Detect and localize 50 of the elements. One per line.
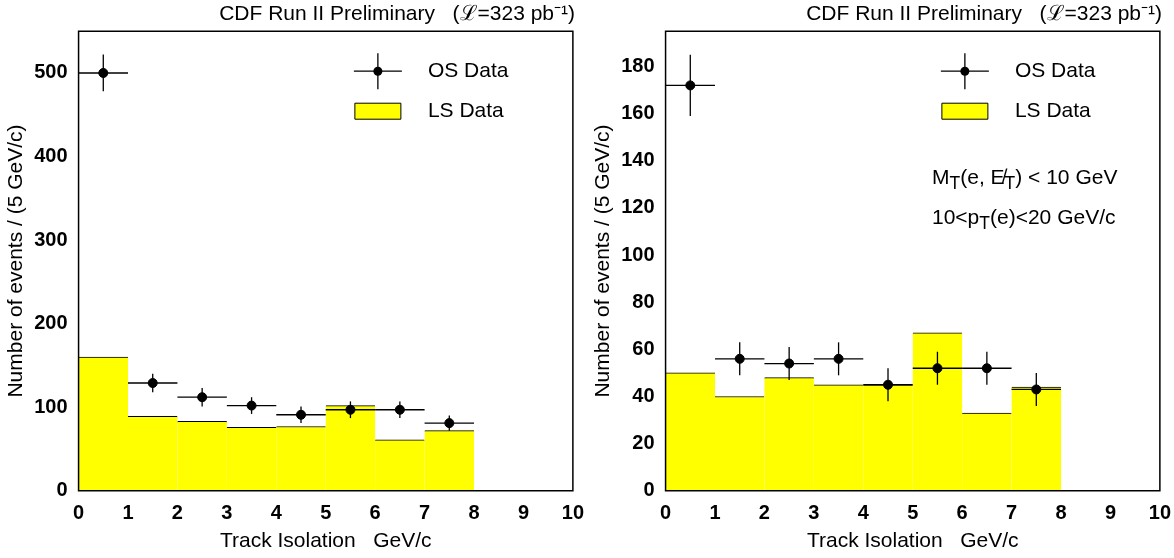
x-tick-label: 2 <box>171 501 183 524</box>
x-tick-label: 2 <box>758 501 770 524</box>
x-tick-label: 9 <box>1104 501 1117 524</box>
x-tick-label: 1 <box>122 501 134 524</box>
annotation: 10<p$_{T}$(e)<20 GeV/c <box>932 205 1116 235</box>
x-tick-label: 1 <box>709 501 721 524</box>
x-axis-title: Track Isolation GeV/c <box>219 528 432 552</box>
x-tick-label: 5 <box>907 501 919 524</box>
x-tick-label: 7 <box>1006 501 1018 524</box>
y-tick-label: 100 <box>34 394 68 417</box>
x-tick-label: 4 <box>270 501 283 524</box>
y-tick-label: 400 <box>34 144 68 167</box>
x-tick-label: 0 <box>73 501 85 524</box>
legend-label: OS Data <box>1014 58 1096 81</box>
y-tick-label: 300 <box>34 227 68 250</box>
y-tick-label: 0 <box>643 478 655 501</box>
x-tick-label: 7 <box>419 501 431 524</box>
x-tick-label: 10 <box>561 501 584 524</box>
y-tick-label: 500 <box>34 60 68 83</box>
y-tick-label: 180 <box>621 54 655 77</box>
legend-label: LS Data <box>1014 98 1092 121</box>
legend-label: OS Data <box>427 58 509 81</box>
y-tick-label: 20 <box>632 431 655 454</box>
chart-title: CDF Run II Preliminary (ℒ=323 pb⁻¹) <box>806 1 1162 25</box>
x-tick-label: 6 <box>956 501 968 524</box>
x-tick-label: 6 <box>369 501 381 524</box>
y-tick-label: 60 <box>632 336 655 359</box>
y-tick-label: 140 <box>621 148 655 171</box>
y-tick-label: 80 <box>632 289 655 312</box>
chart-title: CDF Run II Preliminary (ℒ=323 pb⁻¹) <box>219 1 575 25</box>
y-tick-label: 200 <box>34 311 68 334</box>
x-tick-label: 3 <box>221 501 233 524</box>
x-tick-label: 0 <box>660 501 672 524</box>
y-tick-label: 0 <box>56 478 68 501</box>
y-axis-title: Number of events / (5 GeV/c) <box>590 124 614 398</box>
legend-label: LS Data <box>427 98 505 121</box>
x-tick-label: 9 <box>517 501 530 524</box>
x-tick-label: 8 <box>1055 501 1067 524</box>
x-tick-label: 4 <box>857 501 870 524</box>
y-tick-label: 40 <box>632 384 655 407</box>
x-axis-title: Track Isolation GeV/c <box>806 528 1019 552</box>
x-tick-label: 5 <box>320 501 332 524</box>
y-tick-label: 100 <box>621 242 655 265</box>
y-axis-title: Number of events / (5 GeV/c) <box>3 124 27 398</box>
x-tick-label: 10 <box>1148 501 1171 524</box>
y-tick-label: 120 <box>621 195 655 218</box>
annotation: M$_{T}$(e, E̸$_{T}$) < 10 GeV <box>932 165 1118 195</box>
y-tick-label: 160 <box>621 101 655 124</box>
x-tick-label: 3 <box>808 501 820 524</box>
x-tick-label: 8 <box>468 501 480 524</box>
